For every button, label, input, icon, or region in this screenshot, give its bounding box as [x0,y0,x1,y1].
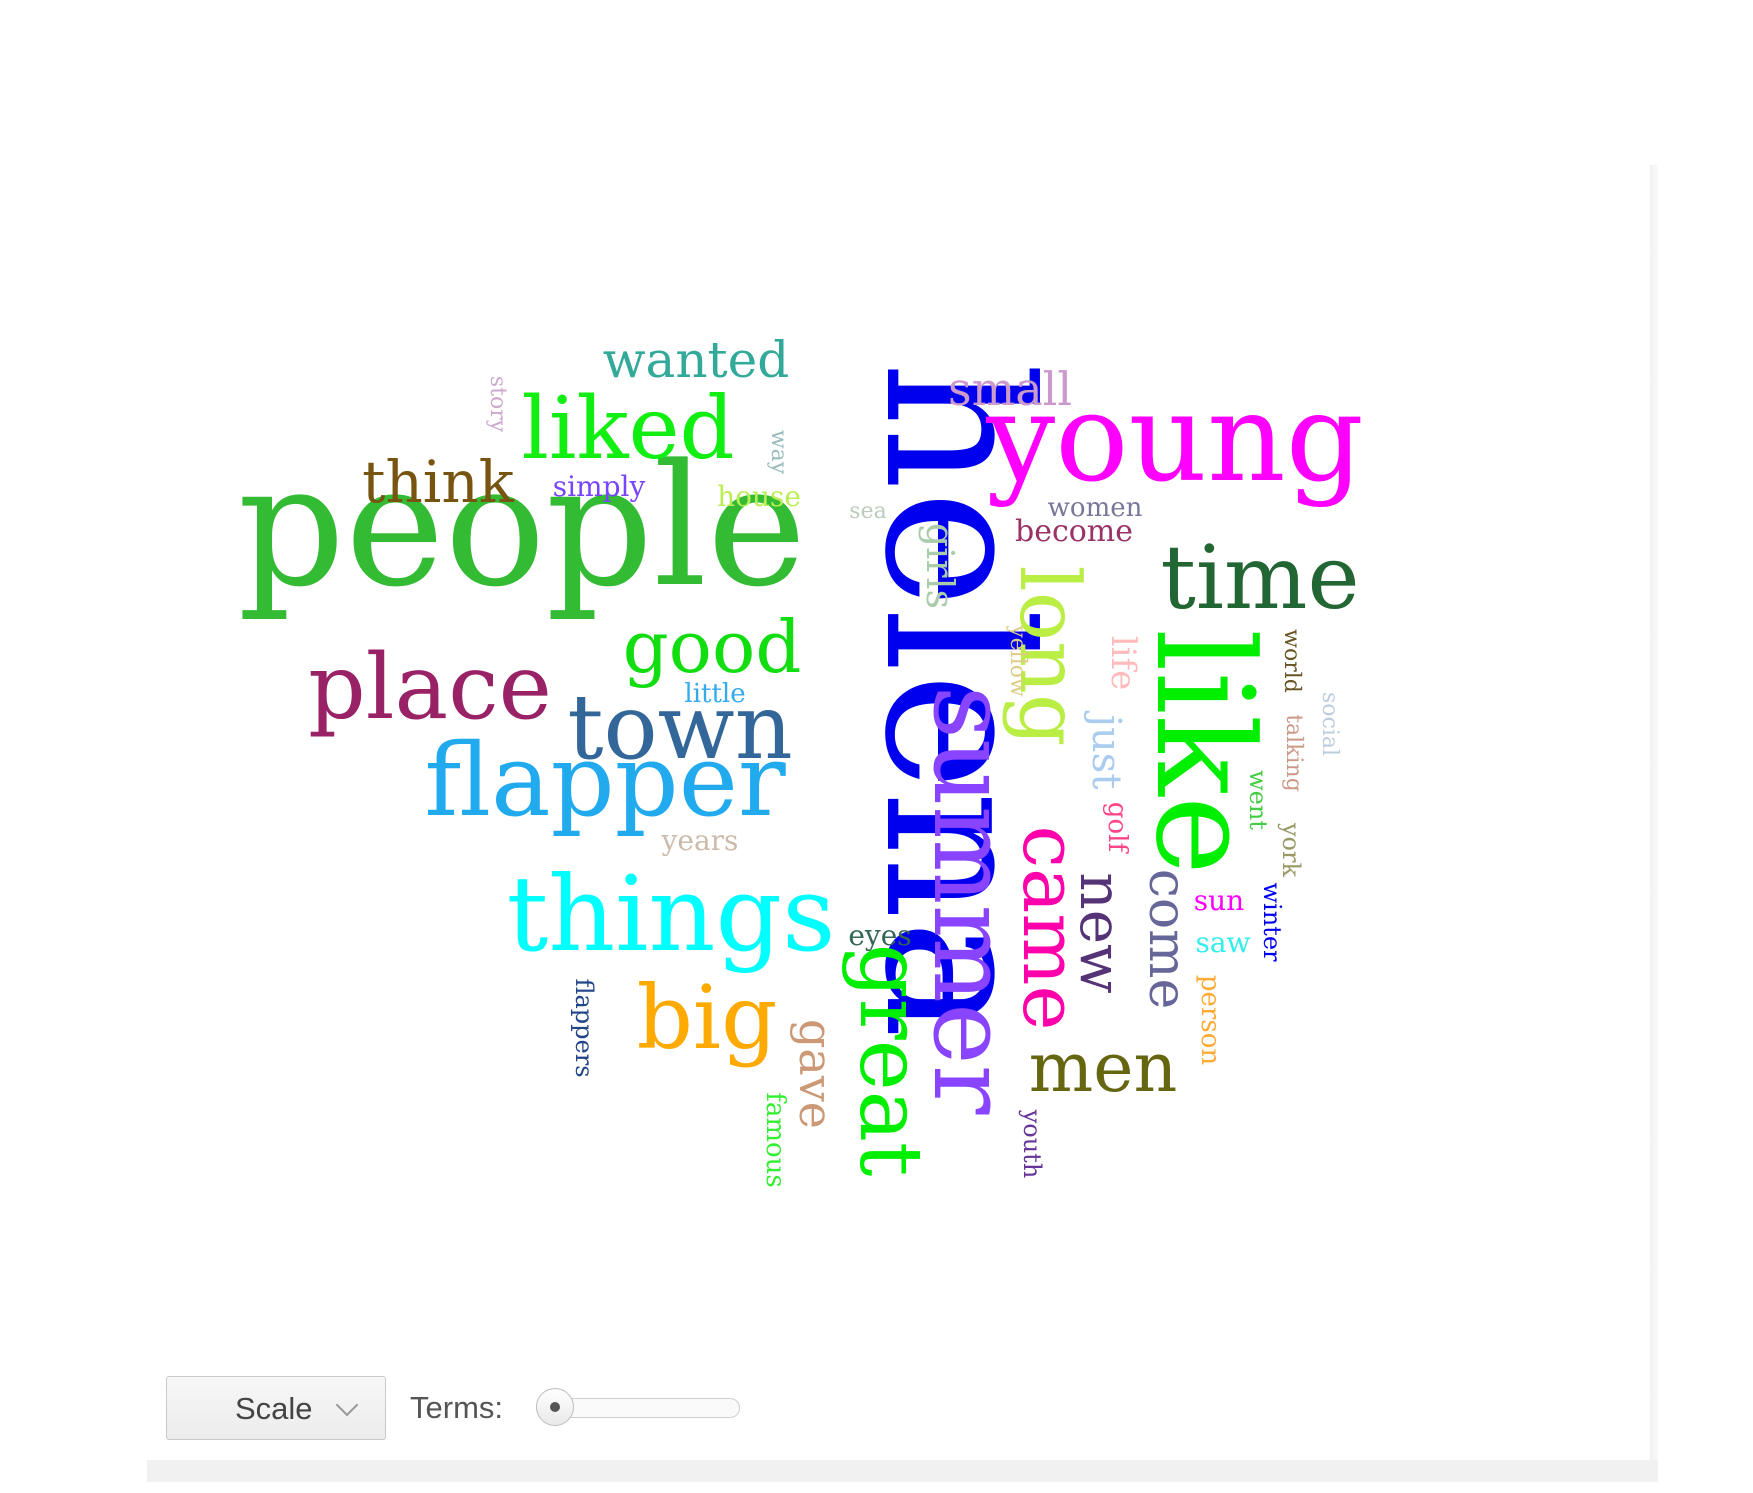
cloud-word[interactable]: yellow [1005,624,1030,697]
cloud-word[interactable]: little [684,679,745,709]
terms-slider[interactable] [536,1388,740,1426]
cloud-word[interactable]: story [485,376,510,433]
chevron-down-icon [335,1393,359,1417]
cloud-word[interactable]: new [1067,872,1135,993]
cloud-word[interactable]: young [985,367,1364,509]
scale-dropdown-label: Scale [235,1391,313,1426]
cloud-word[interactable]: famous [760,1092,790,1188]
cloud-word[interactable]: went [1244,770,1272,830]
cloud-word[interactable]: social [1317,692,1342,756]
cloud-word[interactable]: long [1001,566,1096,747]
cloud-word[interactable]: sun [1194,884,1244,917]
panel-bottom-shadow [147,1460,1658,1482]
slider-grip-icon [550,1402,560,1412]
cloud-word[interactable]: flappers [570,978,598,1077]
cloud-word[interactable]: small [948,362,1072,416]
cloud-word[interactable]: time [1160,526,1359,629]
cloud-word[interactable]: talking [1281,714,1306,792]
terms-label: Terms: [410,1390,503,1425]
cloud-word[interactable]: world [1279,629,1304,693]
scale-dropdown[interactable]: Scale [166,1376,386,1440]
cloud-word[interactable]: way [766,430,791,475]
cloud-word[interactable]: gave [789,1019,843,1129]
panel-right-shadow [1650,165,1658,1471]
cloud-word[interactable]: person [1195,975,1225,1065]
cloud-word[interactable]: women [1048,493,1143,523]
cloud-word[interactable]: winter [1258,883,1286,963]
cloud-word[interactable]: sea [849,499,886,524]
cloud-word[interactable]: youth [1018,1109,1046,1179]
cloud-word[interactable]: come [1137,869,1197,1010]
cloud-word[interactable]: years [661,824,739,857]
cloud-word[interactable]: liked [521,379,734,479]
cloud-word[interactable]: saw [1195,926,1250,959]
cloud-word[interactable]: girls [918,523,962,609]
terms-slider-handle[interactable] [536,1388,574,1426]
cloud-word[interactable]: came [1006,826,1095,1031]
word-cloud-panel [147,165,1650,1471]
cloud-word[interactable]: become [1015,514,1133,549]
cloud-word[interactable]: place [308,635,552,740]
cloud-word[interactable]: town [567,675,792,780]
cloud-word[interactable]: men [1029,1029,1178,1108]
cloud-word[interactable]: good [623,605,802,689]
cloud-word[interactable]: things [507,853,836,975]
cloud-word[interactable]: eyes [848,919,911,952]
cloud-word[interactable]: summer [910,686,1032,1115]
cloud-word[interactable]: york [1277,822,1305,877]
cloud-word[interactable]: helena [840,361,1073,1039]
cloud-toolbar: Scale Terms: [166,1376,766,1440]
cloud-word[interactable]: people [238,428,807,624]
cloud-word[interactable]: flapper [424,722,786,839]
cloud-word[interactable]: just [1083,711,1129,790]
cloud-word[interactable]: simply [553,470,646,503]
cloud-word[interactable]: like [1126,629,1282,875]
cloud-word[interactable]: house [717,480,801,513]
cloud-word[interactable]: golf [1102,802,1132,855]
cloud-word[interactable]: wanted [603,331,790,389]
cloud-word[interactable]: great [840,944,940,1177]
cloud-word[interactable]: think [362,448,515,516]
cloud-word[interactable]: big [637,966,778,1069]
cloud-word[interactable]: life [1103,636,1143,690]
